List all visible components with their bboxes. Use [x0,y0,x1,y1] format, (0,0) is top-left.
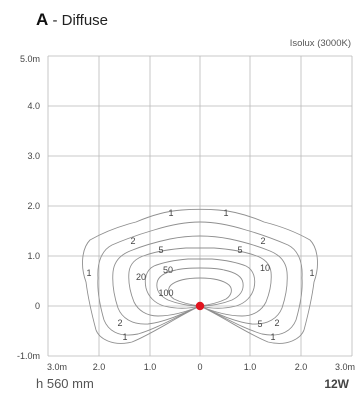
y-tick-label: 4.0 [27,101,40,111]
y-tick-label: 2.0 [27,201,40,211]
contour-50-lux [156,267,244,307]
diagram-title: A - Diffuse [36,10,108,30]
contour-100-lux [168,277,232,307]
contour-label: 1 [270,332,275,342]
contour-1-lux [82,208,318,344]
x-axis-labels: 3.0m 2.0 1.0 0 1.0 2.0 3.0m [47,362,355,372]
y-axis-labels: 5.0m 4.0 3.0 2.0 1.0 0 -1.0m [17,54,40,361]
contour-10-lux [128,247,272,317]
contour-label: 5 [158,245,163,255]
y-tick-label: -1.0m [17,351,40,361]
y-tick-label: 0 [35,301,40,311]
contour-label: 50 [163,265,173,275]
contour-value-labels: 1 1 2 2 5 5 10 1 1 20 50 100 5 2 2 1 1 [86,208,314,342]
contour-label: 1 [309,268,314,278]
y-tick-label: 1.0 [27,251,40,261]
x-tick-label: 3.0m [47,362,67,372]
contour-label: 1 [223,208,228,218]
variant-name: - Diffuse [48,12,109,29]
contour-label: 2 [260,236,265,246]
x-tick-label: 2.0 [295,362,308,372]
x-tick-label: 3.0m [335,362,355,372]
contour-label: 2 [130,236,135,246]
contour-label: 2 [117,318,122,328]
wattage-label: 12W [324,377,349,391]
y-tick-label: 3.0 [27,151,40,161]
diagram-subtitle: Isolux (3000K) [289,38,351,49]
contour-label: 1 [168,208,173,218]
mounting-height-label: h 560 mm [36,376,94,391]
contour-label: 5 [237,245,242,255]
contour-label: 5 [257,319,262,329]
y-tick-label: 5.0m [20,54,40,64]
x-tick-label: 1.0 [244,362,257,372]
grid [47,55,353,357]
isolux-contours [82,208,318,344]
contour-label: 2 [274,318,279,328]
x-tick-label: 2.0 [93,362,106,372]
contour-label: 1 [86,268,91,278]
x-tick-label: 1.0 [144,362,157,372]
contour-label: 10 [260,263,270,273]
contour-label: 1 [122,332,127,342]
contour-label: 20 [136,272,146,282]
contour-label: 100 [158,288,173,298]
contour-5-lux [112,235,288,325]
variant-letter: A [36,10,49,29]
contour-2-lux [97,221,303,336]
contour-20-lux [144,258,256,309]
light-source-point [195,301,205,311]
x-tick-label: 0 [197,362,202,372]
